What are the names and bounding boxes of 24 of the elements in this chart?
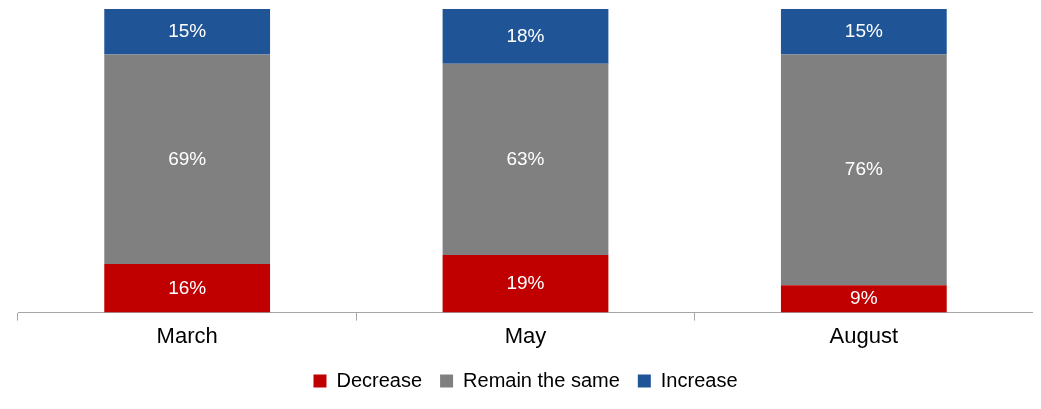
data-label: 16% bbox=[168, 276, 207, 298]
bar bbox=[442, 9, 609, 64]
data-label: 69% bbox=[168, 147, 207, 169]
bar bbox=[780, 9, 947, 55]
bar bbox=[780, 54, 947, 286]
data-label: 63% bbox=[506, 147, 545, 169]
data-label: 76% bbox=[844, 158, 883, 180]
bar bbox=[442, 254, 609, 313]
bar bbox=[104, 54, 271, 265]
bar bbox=[104, 9, 271, 55]
x-tick-label: August bbox=[829, 322, 899, 348]
legend-label: Remain the same bbox=[463, 368, 620, 391]
bar bbox=[104, 264, 271, 313]
bar bbox=[442, 63, 609, 255]
data-label: 15% bbox=[844, 20, 883, 41]
data-label: 15% bbox=[168, 20, 207, 41]
x-tick-label: March bbox=[156, 322, 218, 348]
legend-label: Decrease bbox=[336, 368, 423, 391]
data-label: 19% bbox=[506, 271, 545, 293]
data-label: 9% bbox=[850, 287, 878, 309]
x-tick-label: May bbox=[504, 322, 547, 348]
data-label: 18% bbox=[506, 24, 545, 46]
bar bbox=[780, 285, 947, 313]
legend-label: Increase bbox=[660, 368, 738, 391]
